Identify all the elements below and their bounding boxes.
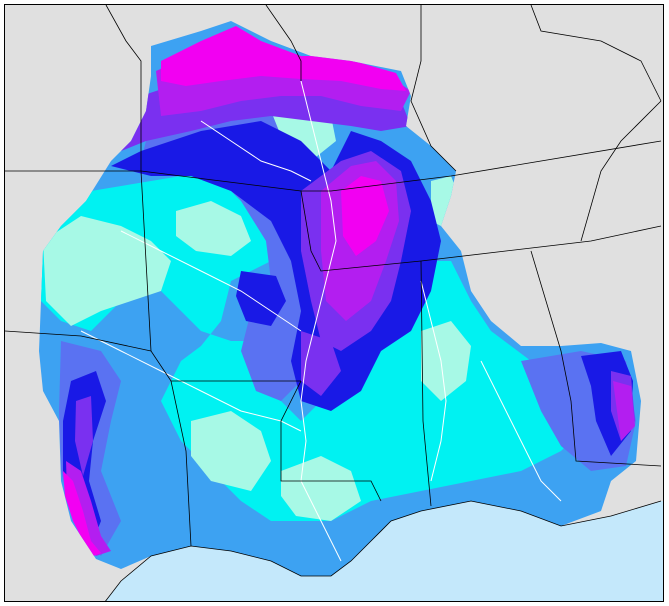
arkansas-river	[120, 230, 302, 332]
state-borders	[5, 5, 662, 547]
border-missouri-south	[5, 140, 662, 192]
level-1-area-louisiana	[281, 456, 361, 521]
border-virginia	[580, 100, 662, 242]
level-8-area-delta	[341, 176, 389, 256]
level-1-area-central	[191, 411, 271, 491]
tombigbee-river	[420, 280, 447, 482]
gulf-of-mexico	[105, 501, 663, 601]
border-tennessee-south	[300, 190, 662, 272]
level-6-area-texas	[75, 396, 93, 476]
level-1-area-mississippi	[421, 321, 471, 401]
map-canvas	[5, 5, 663, 601]
coastline	[105, 500, 662, 601]
border-oklahoma-texas	[5, 330, 152, 352]
level-7-area-georgia	[613, 381, 635, 441]
missouri-tributary	[200, 120, 312, 182]
border-kentucky	[410, 5, 457, 172]
border-alabama-georgia	[530, 250, 662, 467]
border-mississippi-alabama	[420, 260, 432, 507]
level-8-area-texas	[63, 471, 101, 557]
level-1-area-west	[43, 216, 171, 326]
level-8-area-north	[161, 26, 406, 91]
precipitation-map	[4, 4, 664, 602]
alabama-river	[480, 360, 562, 502]
border-kansas-missouri	[105, 5, 142, 171]
level-6-area-lower	[301, 331, 341, 396]
level-2-area	[41, 171, 601, 521]
level-1-area-north	[176, 201, 251, 256]
border-arkansas-west	[140, 170, 301, 382]
level-7-area-texas	[66, 461, 111, 556]
border-louisiana-mississippi	[280, 380, 382, 502]
border-ohio	[530, 5, 662, 102]
border-texas-louisiana	[170, 380, 192, 547]
border-illinois	[265, 5, 302, 81]
